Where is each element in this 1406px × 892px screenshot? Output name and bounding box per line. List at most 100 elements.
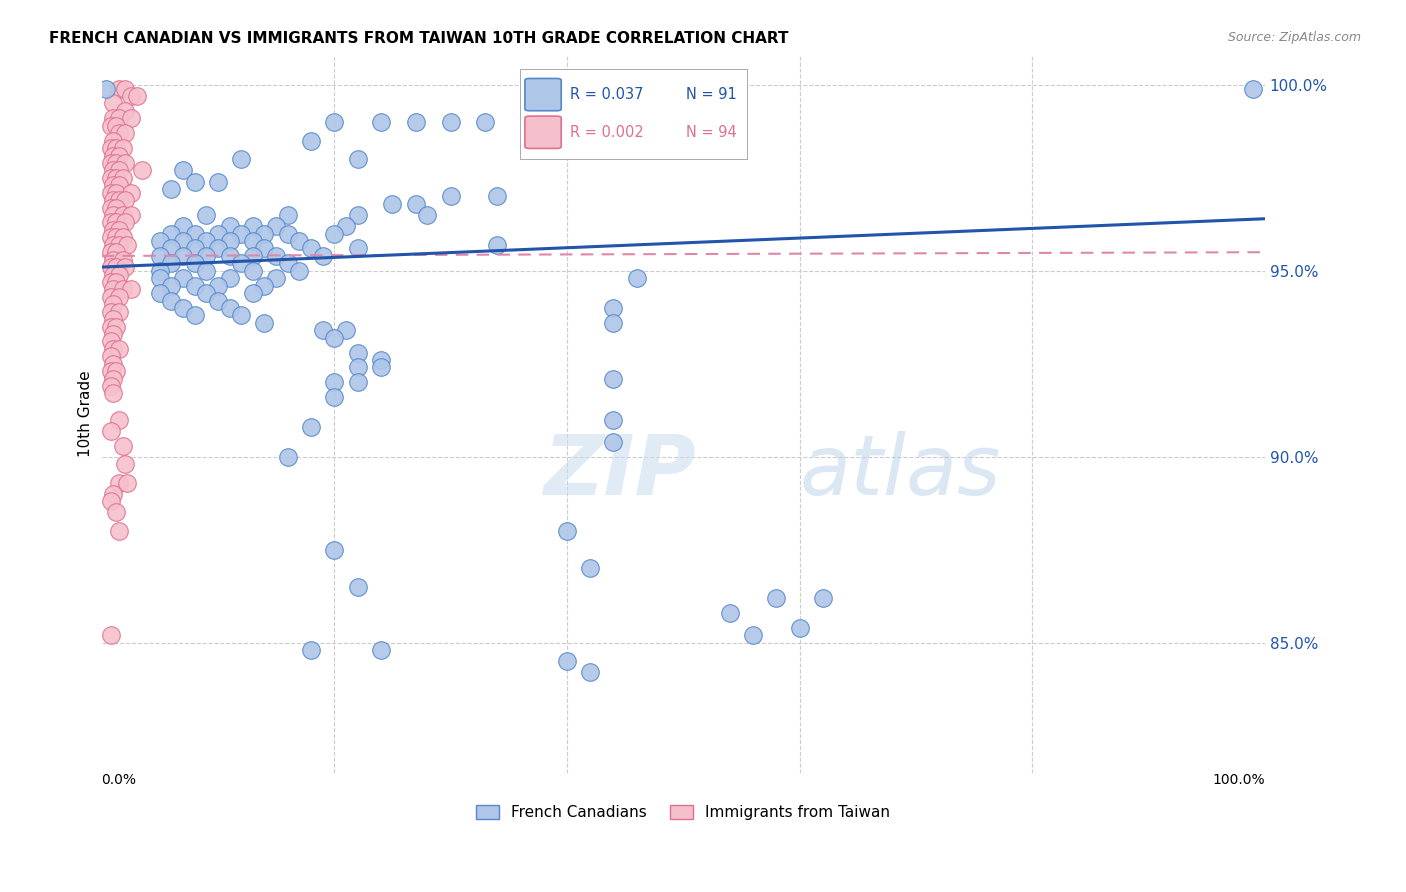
Point — [111, 230, 134, 244]
Legend: French Canadians, Immigrants from Taiwan: French Canadians, Immigrants from Taiwan — [470, 799, 896, 826]
Point — [114, 156, 136, 170]
Point — [149, 234, 172, 248]
Point — [323, 331, 346, 345]
Text: atlas: atlas — [800, 431, 1001, 512]
Point — [114, 126, 136, 140]
Point — [104, 156, 127, 170]
Point — [335, 323, 357, 337]
Point — [207, 175, 229, 189]
Point — [207, 293, 229, 308]
Point — [242, 234, 264, 248]
Point — [120, 208, 142, 222]
Point — [172, 163, 194, 178]
Point — [218, 301, 240, 315]
Point — [96, 81, 118, 95]
Point — [288, 264, 311, 278]
Point — [104, 201, 127, 215]
Point — [195, 208, 218, 222]
Point — [231, 309, 253, 323]
Point — [103, 357, 125, 371]
Point — [160, 293, 183, 308]
Point — [323, 390, 346, 404]
Point — [108, 475, 131, 490]
Point — [104, 245, 127, 260]
Point — [602, 371, 624, 385]
Point — [416, 208, 439, 222]
Point — [114, 457, 136, 471]
Point — [299, 134, 322, 148]
Point — [131, 163, 153, 178]
Point — [207, 242, 229, 256]
Point — [172, 271, 194, 285]
Point — [115, 237, 138, 252]
Point — [103, 223, 125, 237]
Point — [160, 227, 183, 241]
Point — [405, 197, 427, 211]
Point — [253, 227, 276, 241]
Point — [602, 316, 624, 330]
Point — [100, 290, 122, 304]
Point — [120, 282, 142, 296]
Point — [104, 141, 127, 155]
Point — [104, 170, 127, 185]
Point — [104, 319, 127, 334]
Point — [253, 278, 276, 293]
Point — [218, 249, 240, 263]
Point — [405, 115, 427, 129]
Text: 0.0%: 0.0% — [101, 772, 136, 787]
Point — [100, 275, 122, 289]
Point — [108, 112, 131, 126]
Point — [555, 524, 578, 538]
Point — [183, 227, 205, 241]
Point — [346, 153, 368, 167]
Text: Source: ZipAtlas.com: Source: ZipAtlas.com — [1227, 31, 1361, 45]
Point — [108, 178, 131, 193]
Point — [114, 103, 136, 118]
Point — [299, 242, 322, 256]
Point — [149, 249, 172, 263]
Point — [160, 278, 183, 293]
Point — [231, 153, 253, 167]
Point — [277, 450, 299, 464]
Point — [160, 242, 183, 256]
Point — [100, 494, 122, 508]
Point — [104, 230, 127, 244]
Point — [103, 237, 125, 252]
Point — [370, 360, 392, 375]
Point — [346, 360, 368, 375]
Point — [323, 542, 346, 557]
Point — [718, 606, 741, 620]
Point — [311, 323, 333, 337]
Point — [103, 96, 125, 111]
Point — [277, 227, 299, 241]
Point — [195, 234, 218, 248]
Point — [100, 319, 122, 334]
Point — [108, 193, 131, 207]
Point — [103, 208, 125, 222]
Point — [115, 475, 138, 490]
Point — [486, 189, 509, 203]
Point — [172, 219, 194, 234]
Point — [103, 371, 125, 385]
Point — [103, 342, 125, 356]
Point — [160, 256, 183, 270]
Point — [299, 420, 322, 434]
Point — [108, 223, 131, 237]
Point — [381, 197, 404, 211]
Point — [100, 141, 122, 155]
Point — [108, 126, 131, 140]
Point — [323, 227, 346, 241]
Point — [486, 237, 509, 252]
Point — [114, 215, 136, 229]
Point — [207, 278, 229, 293]
Point — [100, 156, 122, 170]
Point — [264, 271, 287, 285]
Point — [103, 252, 125, 267]
Point — [288, 234, 311, 248]
Point — [439, 115, 461, 129]
Point — [120, 112, 142, 126]
Text: ZIP: ZIP — [544, 431, 696, 512]
Point — [100, 304, 122, 318]
Point — [370, 643, 392, 657]
Point — [100, 201, 122, 215]
